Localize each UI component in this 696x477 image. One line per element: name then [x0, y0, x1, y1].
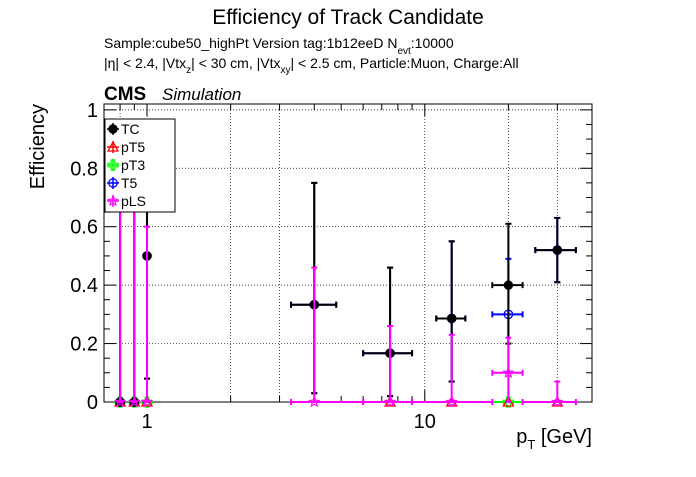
marker-tc-shape — [503, 280, 514, 290]
data-point — [491, 222, 524, 345]
y-tick-label: 0.2 — [70, 334, 98, 356]
legend: TC pT5 pT3 T5 pLS — [104, 118, 176, 213]
cuts-line: |η| < 2.4, |Vtxz| < 30 cm, |Vtxxy| < 2.5… — [104, 55, 519, 76]
data-point — [140, 225, 154, 408]
legend-marker-tc — [108, 124, 118, 134]
marker-tc — [446, 313, 457, 324]
legend-marker-pls — [106, 194, 120, 207]
marker-tc-shape — [552, 245, 562, 255]
marker-pls-shape — [383, 395, 397, 408]
marker-pls — [445, 395, 458, 408]
legend-item-t5: T5 — [107, 175, 138, 191]
cuts-part-0: |η| < 2.4, |Vtx — [104, 55, 186, 71]
data-point — [411, 333, 494, 408]
legend-item-tc: TC — [107, 121, 140, 137]
y-axis-label: Efficiency — [27, 104, 49, 189]
x-axis-label-main: p — [516, 426, 527, 448]
marker-pls-shape — [113, 395, 127, 408]
legend-marker-pls-shape — [106, 194, 120, 207]
cuts-part-4: | < 2.5 cm, Particle:Muon, Charge:All — [290, 55, 518, 71]
legend-label: TC — [121, 121, 140, 137]
marker-pls-shape — [551, 395, 564, 408]
data-point — [491, 336, 524, 403]
legend-marker-tc-shape — [108, 124, 118, 134]
marker-tc — [552, 245, 562, 255]
marker-pls — [551, 395, 564, 408]
sample-line-sub: evt — [397, 46, 411, 57]
legend-label: pT5 — [121, 139, 145, 155]
legend-marker-pt3 — [107, 159, 119, 171]
x-tick-label: 1 — [141, 411, 152, 433]
legend-marker-t5-shape — [108, 178, 118, 188]
sample-line: Sample:cube50_highPt Version tag:1b12eeD… — [104, 35, 454, 57]
marker-tc — [503, 280, 514, 290]
marker-pls-shape — [445, 395, 458, 408]
legend-label: pLS — [121, 193, 146, 209]
legend-item-pls: pLS — [106, 193, 146, 209]
y-tick-label: 1 — [87, 100, 98, 122]
marker-pls — [140, 395, 154, 408]
simulation-label: Simulation — [162, 85, 241, 104]
legend-marker-pt5 — [106, 140, 120, 152]
legend-label: T5 — [121, 175, 138, 191]
x-axis-label-sub: T — [527, 437, 535, 452]
data-point — [290, 266, 365, 408]
plot-background — [104, 104, 592, 402]
marker-pls-shape — [128, 395, 141, 408]
chart-title: Efficiency of Track Candidate — [212, 6, 484, 29]
data-point — [521, 380, 577, 408]
legend-marker-t5 — [108, 178, 118, 188]
y-tick-label: 0 — [87, 392, 98, 414]
marker-pls-shape — [308, 395, 321, 408]
data-point — [534, 216, 577, 284]
legend-marker-pt3-shape — [107, 159, 119, 171]
x-axis-label: pT [GeV] — [516, 426, 592, 452]
legend-item-pt5: pT5 — [106, 139, 145, 155]
marker-pls — [308, 395, 321, 408]
legend-marker-pt5-shape — [106, 140, 120, 152]
sample-line-tail: :10000 — [411, 35, 454, 51]
cuts-part-1: z — [186, 65, 191, 76]
marker-pls-shape — [140, 395, 154, 408]
marker-pls-shape — [502, 366, 515, 379]
marker-tc-shape — [446, 313, 457, 324]
x-axis-label-unit: [GeV] — [535, 426, 592, 448]
legend-item-pt3: pT3 — [107, 157, 145, 173]
marker-pls — [113, 395, 127, 408]
cms-label: CMS — [104, 84, 146, 105]
y-tick-label: 0.6 — [70, 217, 98, 239]
x-tick-label: 10 — [414, 411, 436, 433]
marker-pls — [383, 395, 397, 408]
legend-label: pT3 — [121, 157, 145, 173]
marker-pls — [502, 366, 515, 379]
grid-lines — [104, 104, 592, 402]
y-tick-label: 0.4 — [70, 275, 98, 297]
sample-line-main: Sample:cube50_highPt Version tag:1b12eeD… — [104, 35, 397, 51]
y-tick-label: 0.8 — [70, 158, 98, 180]
cuts-part-3: xy — [280, 65, 290, 76]
cuts-part-2: | < 30 cm, |Vtx — [191, 55, 280, 71]
marker-pls — [128, 395, 141, 408]
